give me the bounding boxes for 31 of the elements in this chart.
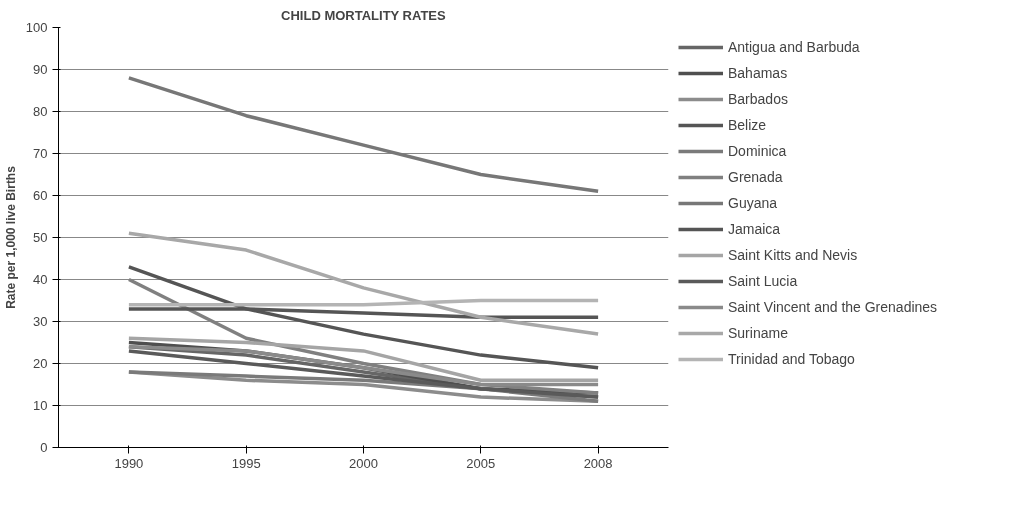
- legend-label: Belize: [728, 117, 768, 133]
- y-tick-label: 50: [33, 230, 48, 245]
- legend-label: Barbados: [728, 91, 789, 107]
- x-tick-label: 2008: [583, 455, 613, 471]
- legend-label: Suriname: [728, 325, 789, 341]
- legend-label: Bahamas: [728, 65, 789, 81]
- y-tick-label: 10: [33, 398, 48, 413]
- y-tick-label: 60: [33, 188, 48, 203]
- y-tick-label: 80: [33, 104, 48, 119]
- y-tick-label: 100: [25, 20, 48, 35]
- x-tick-label: 2000: [349, 455, 378, 471]
- legend-label: Dominica: [728, 143, 788, 159]
- legend-label: Antigua and Barbuda: [728, 39, 861, 55]
- legend-label: Saint Lucia: [728, 273, 799, 289]
- y-tick-label: 90: [33, 62, 48, 77]
- legend-label: Trinidad and Tobago: [728, 351, 856, 367]
- legend-label: Saint Vincent and the Grenadines: [728, 299, 938, 315]
- y-axis-title: Rate per 1,000 live Births: [3, 165, 18, 309]
- legend-label: Jamaica: [728, 221, 782, 237]
- x-tick-label: 1995: [231, 455, 261, 471]
- x-tick-label: 2005: [466, 455, 496, 471]
- y-tick-label: 0: [40, 440, 48, 455]
- legend-label: Grenada: [728, 169, 784, 185]
- x-tick-label: 1990: [114, 455, 144, 471]
- y-tick-label: 40: [33, 272, 48, 287]
- legend-label: Saint Kitts and Nevis: [728, 247, 859, 263]
- legend-label: Guyana: [728, 195, 779, 211]
- chart-title: CHILD MORTALITY RATES: [281, 7, 447, 23]
- y-tick-label: 20: [33, 356, 48, 371]
- y-tick-label: 30: [33, 314, 48, 329]
- y-tick-label: 70: [33, 146, 48, 161]
